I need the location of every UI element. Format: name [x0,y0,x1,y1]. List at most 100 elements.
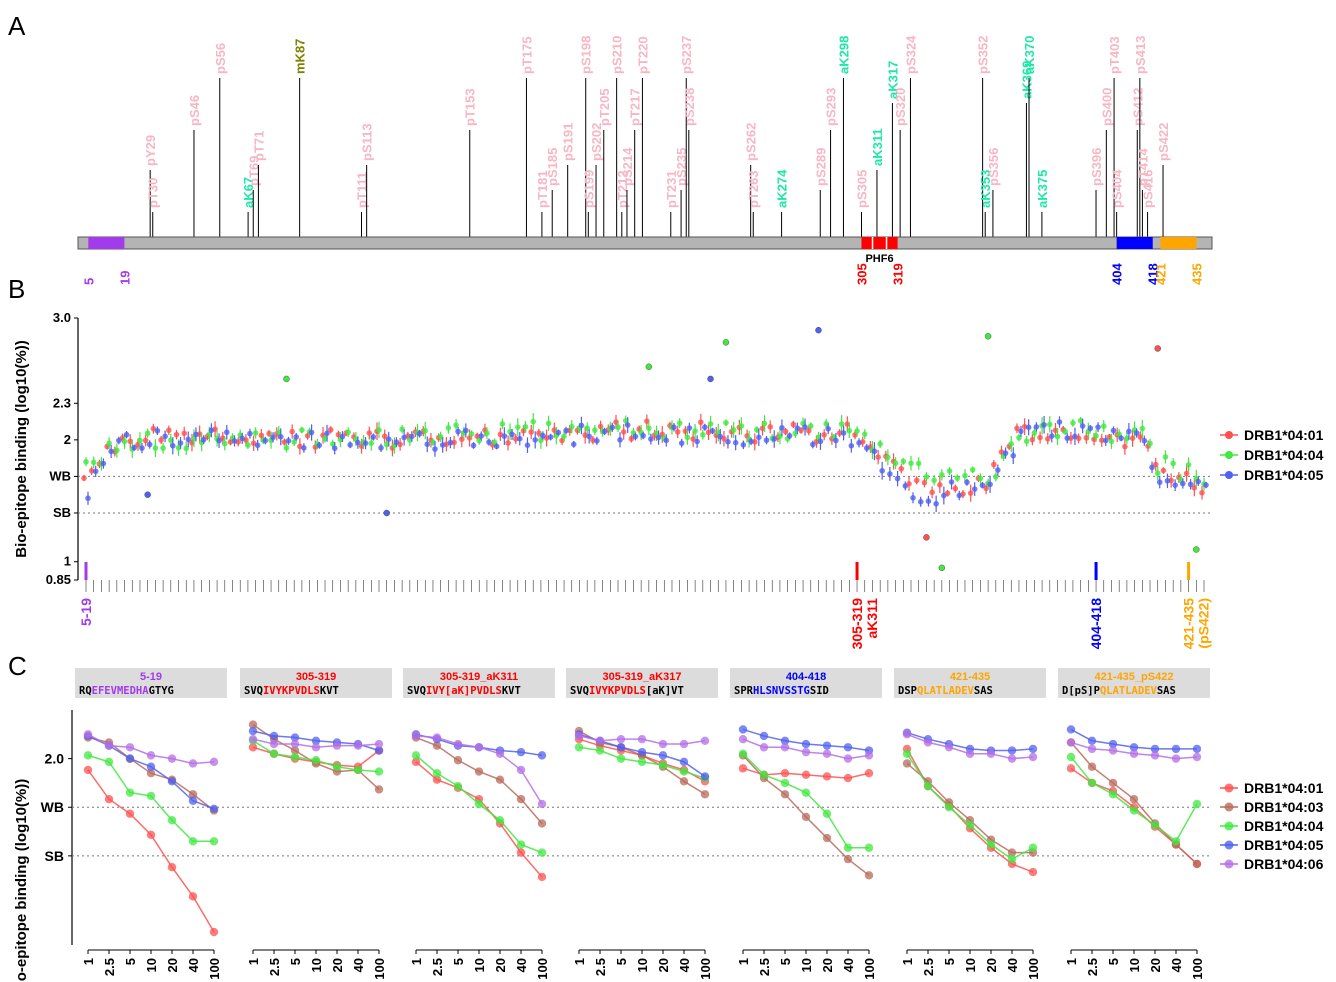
data-point [422,427,429,434]
modification-label: pS305 [854,170,869,208]
modification-label: pS56 [213,43,228,74]
highlight-label: 305-319 [849,598,865,650]
data-point [805,427,812,434]
data-point [166,427,172,434]
data-point [563,427,569,434]
data-point [1029,436,1036,443]
x-tick-label: 100 [1026,958,1041,980]
data-point [885,454,891,461]
modification-label: pT111 [355,172,370,208]
segment-name: PHF6 [865,253,893,265]
series-point [104,794,114,804]
segment-end-label: 319 [891,263,906,285]
data-point [1070,420,1076,426]
series-point [780,778,790,788]
series-point [290,746,300,755]
series-point [1108,739,1118,749]
x-tick-label: 5 [1106,958,1121,965]
panel-b-scatter: 3.0 2.3 2 WB SB 1 0.85 Bio-epitope binding (log… [13,310,1324,649]
x-tick-label: 5 [614,958,629,965]
series-point [332,762,342,771]
y-tick-label: 2.0 [45,751,65,767]
data-point [1093,433,1099,439]
data-point [262,437,269,444]
x-tick-label: 1 [1064,958,1079,965]
series-point [738,734,748,744]
data-point [601,428,608,435]
series-point [864,871,874,880]
series-point [146,762,156,771]
data-point [378,445,384,451]
data-point [856,440,862,446]
x-tick-label: 40 [1005,958,1020,972]
data-point [1052,427,1059,434]
segment-start-label: 305 [854,263,869,285]
series-point [944,803,954,812]
series-point [104,741,114,750]
x-tick-label: 2.5 [921,958,936,976]
series-point [332,741,342,750]
y-tick-label: 2 [64,432,71,447]
data-point [1141,437,1148,444]
data-point [254,442,261,449]
series-point [780,769,790,778]
outlier-point [938,564,946,572]
x-tick-label: 1 [736,958,751,965]
data-point [1031,430,1038,436]
modification-label: pS214 [620,147,635,186]
series-point [923,781,933,791]
segment-block [88,237,125,249]
segment-start-label: 404 [1110,263,1125,285]
series-point [700,772,710,781]
series-point [679,739,689,749]
data-point [283,445,290,451]
data-point [231,438,238,444]
series-point [432,733,442,742]
data-point [1044,436,1051,442]
data-point [536,430,542,436]
series-point [537,848,547,857]
data-point [327,426,334,433]
x-tick-label: 10 [472,958,487,972]
data-point [154,427,161,434]
data-point [725,439,731,445]
data-point [532,437,538,443]
series-point [411,751,421,760]
sequence-part: EFEVMEDHA [92,685,150,697]
x-tick-label: 1 [572,958,587,965]
series-point [1087,736,1097,745]
data-point [740,442,747,448]
modification-label: pS400 [1099,88,1114,126]
legend-label: DRB1*04:04 [1244,818,1324,834]
modification-label: pT212 [615,170,630,208]
legend-label: DRB1*04:01 [1244,427,1324,443]
data-point [1064,435,1071,441]
series-point [658,760,668,770]
data-point [393,439,400,445]
series-point [209,837,219,846]
sequence-part: SVQ [570,685,589,697]
data-point [1137,434,1144,440]
data-point [717,433,724,440]
data-point [931,477,937,484]
data-point [146,441,153,448]
x-tick-label: 1 [900,958,915,965]
series-point [1066,725,1076,734]
series-point [1150,744,1160,754]
series-point [411,757,421,767]
data-point [1129,435,1136,442]
x-tick-label: 5 [451,958,466,965]
data-point [381,433,388,440]
data-point [1108,438,1115,445]
series-point [1171,754,1181,763]
series-point [167,863,177,872]
subplot-sequence: SVQIVYKPVDLS[aK]VT [570,685,684,697]
series-point [374,785,384,794]
series-point [83,751,93,760]
data-point [568,423,575,430]
data-point [1062,428,1069,435]
highlight-label: 5-19 [78,598,94,626]
series-point [801,812,811,822]
data-point [684,434,691,441]
data-point [1133,430,1140,436]
